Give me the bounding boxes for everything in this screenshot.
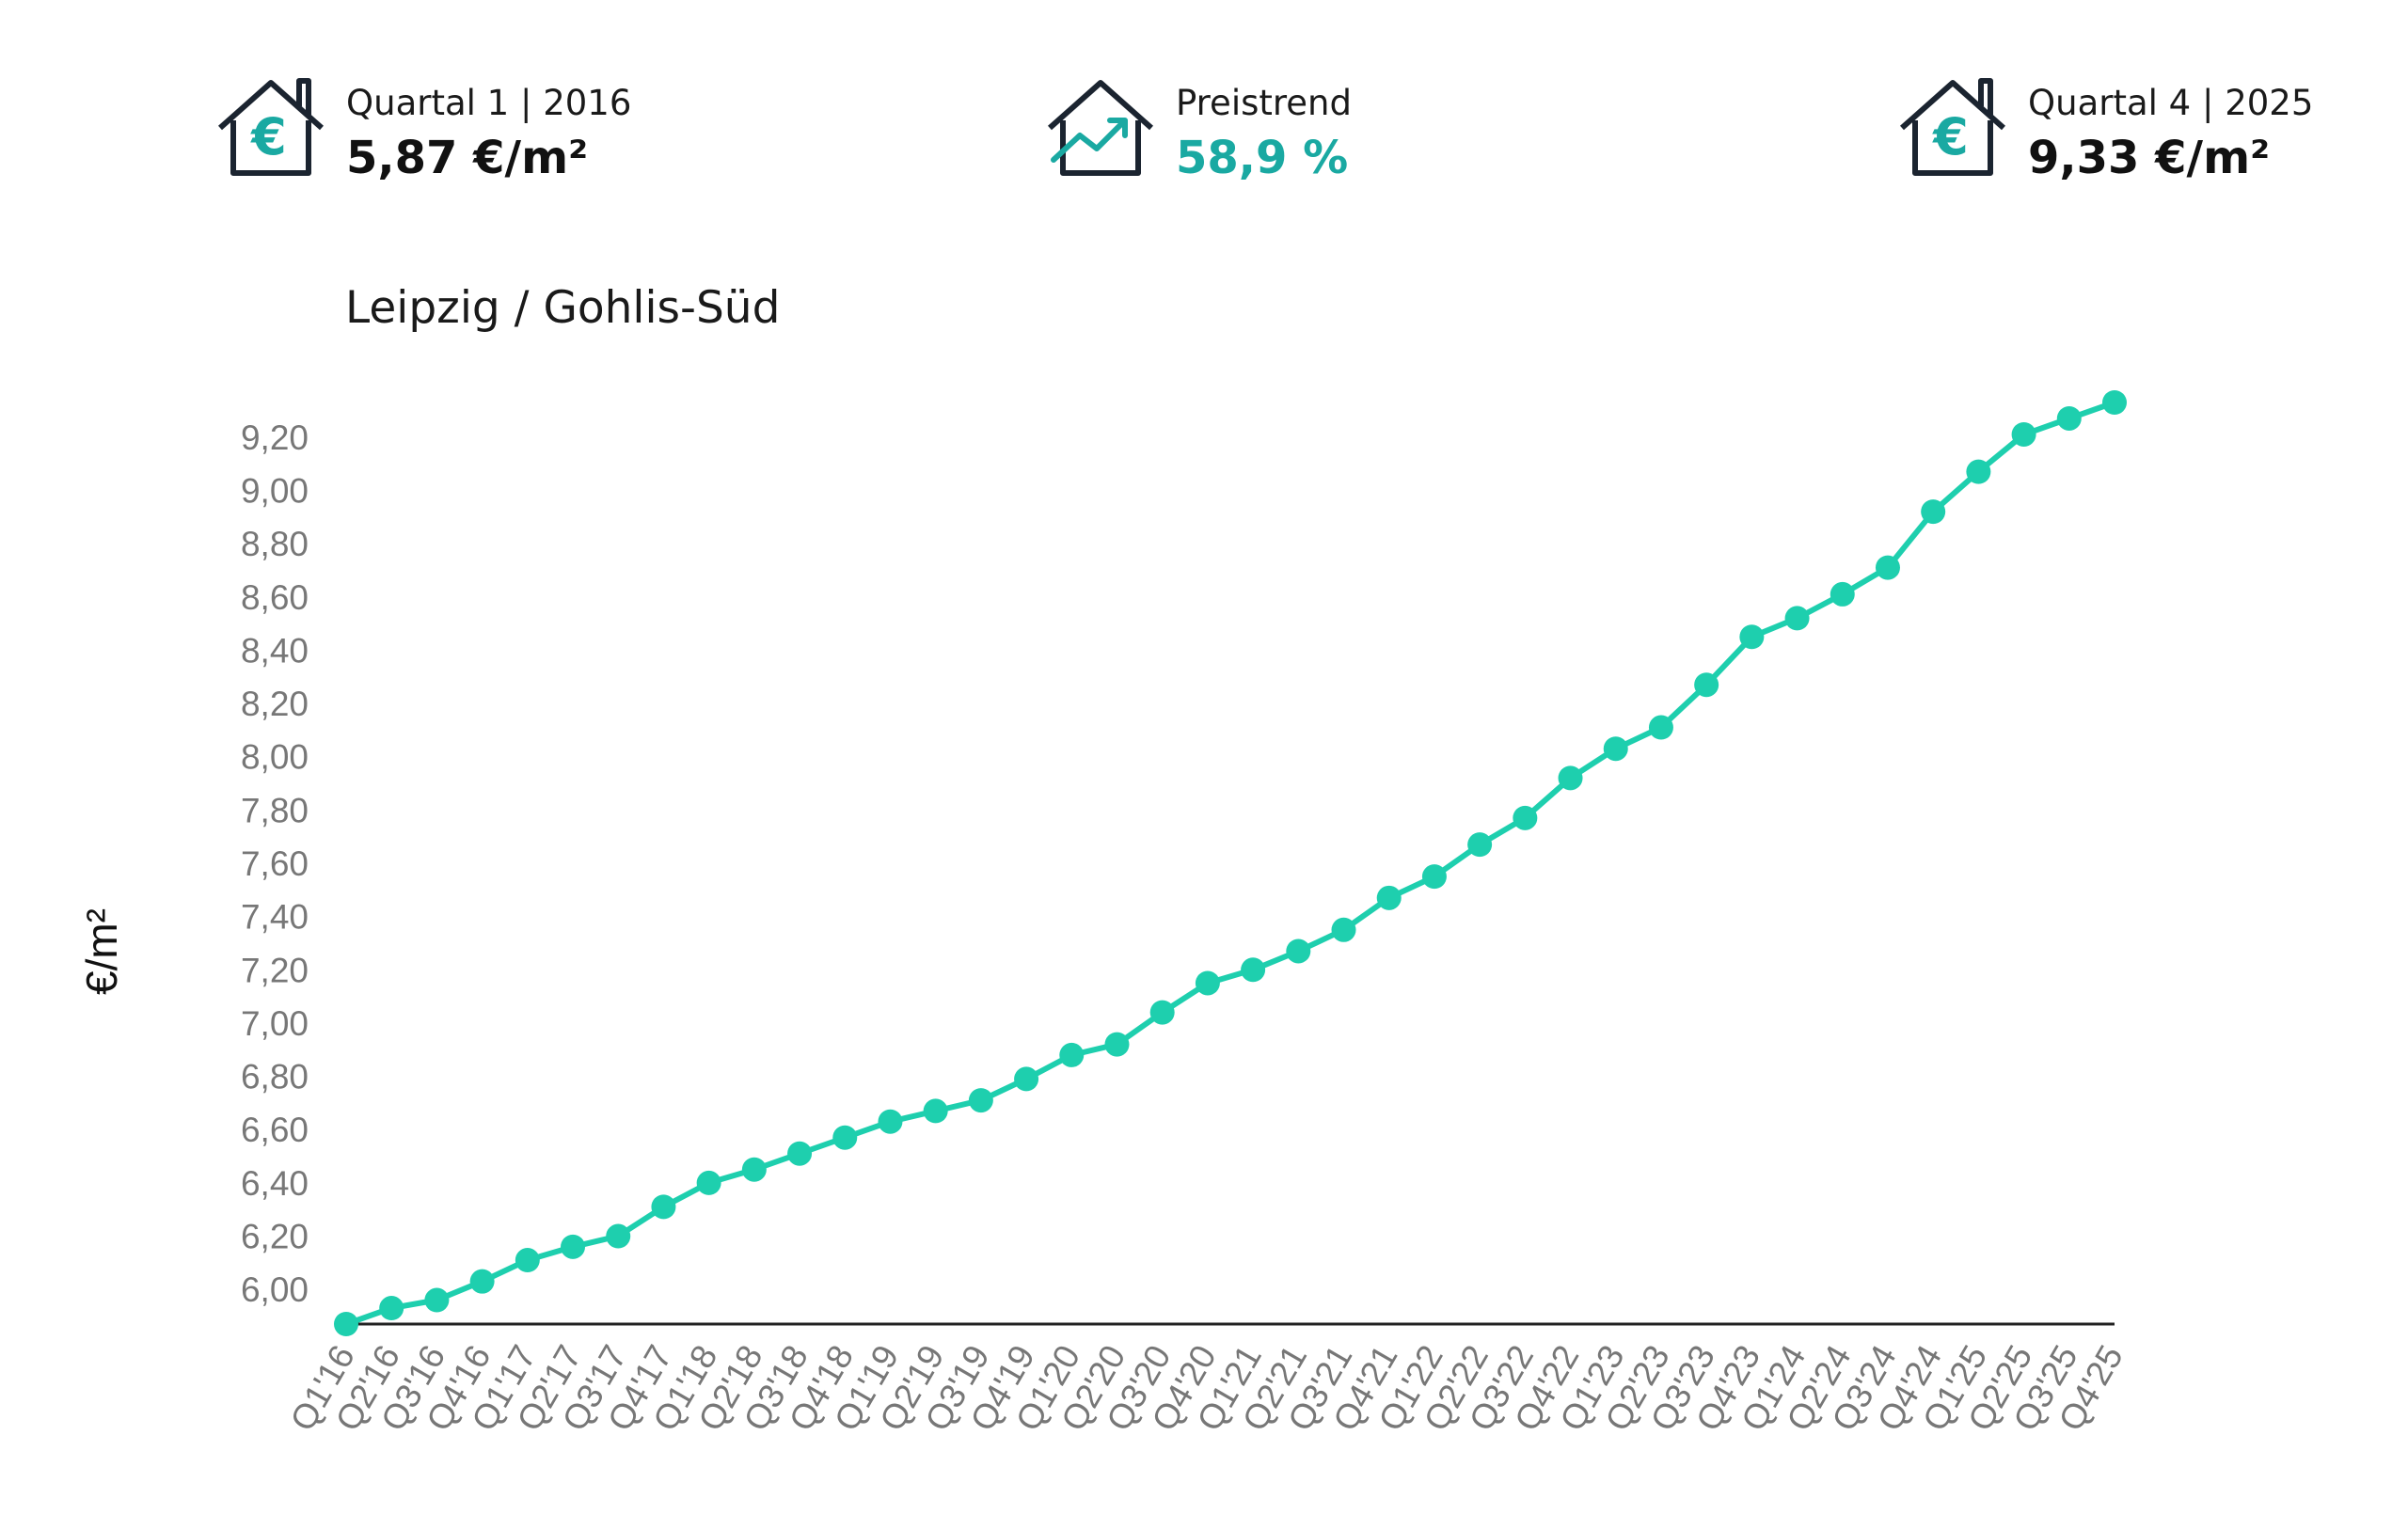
data-point xyxy=(1603,736,1628,762)
data-point xyxy=(878,1109,903,1134)
kpi-start-value: 5,87 €/m² xyxy=(346,132,589,184)
data-point xyxy=(1421,864,1447,890)
data-point xyxy=(1784,606,1810,631)
y-tick-label: 6,60 xyxy=(241,1111,309,1149)
y-tick-label: 8,00 xyxy=(241,738,309,777)
y-tick-label: 7,60 xyxy=(241,844,309,883)
data-point xyxy=(606,1223,631,1249)
y-tick-label: 8,40 xyxy=(241,631,309,670)
data-point xyxy=(1104,1032,1130,1057)
y-tick-label: 7,80 xyxy=(241,791,309,829)
kpi-end-value: 9,33 €/m² xyxy=(2028,132,2271,184)
chart-title: Leipzig / Gohlis-Süd xyxy=(345,282,781,334)
svg-text:€: € xyxy=(249,107,287,166)
data-point xyxy=(832,1125,858,1150)
data-point xyxy=(2056,405,2082,431)
y-axis-label: €/m² xyxy=(77,908,126,995)
kpi-trend-value: 58,9 % xyxy=(1176,132,1349,184)
data-point xyxy=(1014,1066,1039,1092)
house-euro-icon: € xyxy=(218,78,324,176)
y-tick-label: 9,20 xyxy=(241,418,309,457)
y-tick-label: 7,00 xyxy=(241,1004,309,1043)
data-point xyxy=(1875,555,1900,580)
data-point xyxy=(1331,917,1356,942)
data-point xyxy=(1376,885,1402,910)
y-tick-label: 6,80 xyxy=(241,1058,309,1096)
y-tick-label: 6,00 xyxy=(241,1270,309,1309)
data-point xyxy=(1830,581,1855,607)
data-point xyxy=(787,1141,813,1166)
data-point xyxy=(1195,970,1220,996)
data-point xyxy=(424,1287,450,1313)
kpi-start-label: Quartal 1 | 2016 xyxy=(346,83,632,123)
data-point xyxy=(651,1194,676,1220)
data-point xyxy=(2102,390,2127,415)
data-point xyxy=(1558,765,1583,791)
data-point xyxy=(2011,421,2036,447)
data-point xyxy=(1694,672,1719,698)
y-tick-label: 7,40 xyxy=(241,898,309,937)
y-tick-label: 8,80 xyxy=(241,525,309,563)
y-tick-label: 9,00 xyxy=(241,471,309,510)
data-point xyxy=(1513,805,1538,830)
data-point xyxy=(1921,499,1946,525)
data-point xyxy=(1059,1042,1085,1067)
data-point xyxy=(968,1088,993,1113)
data-point xyxy=(1467,832,1493,858)
data-point xyxy=(1149,1000,1175,1025)
data-point xyxy=(1286,938,1311,964)
kpi-trend-label: Preistrend xyxy=(1176,83,1352,123)
data-point xyxy=(469,1269,495,1294)
data-point xyxy=(741,1157,767,1182)
data-point xyxy=(1648,715,1673,740)
data-point xyxy=(515,1248,540,1273)
data-point xyxy=(1966,459,1991,484)
data-point xyxy=(1739,624,1765,650)
data-point xyxy=(1241,957,1266,983)
y-tick-label: 6,20 xyxy=(241,1218,309,1256)
data-point xyxy=(379,1296,404,1321)
data-point xyxy=(696,1170,721,1195)
y-tick-label: 7,20 xyxy=(241,951,309,989)
y-tick-label: 8,20 xyxy=(241,685,309,723)
house-euro-icon: € xyxy=(1900,78,2005,176)
series-line xyxy=(343,400,2117,1327)
y-tick-label: 6,40 xyxy=(241,1164,309,1203)
y-tick-label: 8,60 xyxy=(241,578,309,617)
data-point xyxy=(923,1098,948,1124)
data-point xyxy=(561,1234,586,1259)
house-trend-icon xyxy=(1048,80,1153,176)
kpi-end-label: Quartal 4 | 2025 xyxy=(2028,83,2314,123)
data-point xyxy=(334,1312,358,1336)
svg-text:€: € xyxy=(1931,107,1969,166)
